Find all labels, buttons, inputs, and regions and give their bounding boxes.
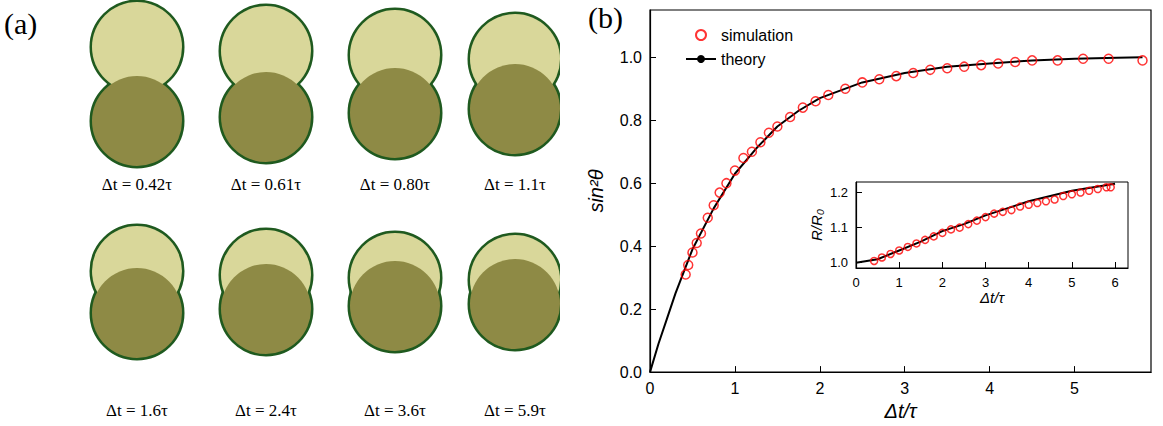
svg-text:Δt = 0.61τ: Δt = 0.61τ: [231, 175, 301, 194]
svg-text:R/R₀: R/R₀: [808, 209, 825, 241]
svg-text:sin²θ: sin²θ: [585, 169, 607, 212]
svg-text:3: 3: [982, 275, 989, 290]
svg-text:3: 3: [900, 380, 909, 397]
svg-text:Δt = 0.80τ: Δt = 0.80τ: [360, 175, 430, 194]
svg-text:5: 5: [1070, 380, 1079, 397]
svg-text:1.1: 1.1: [830, 220, 848, 235]
svg-text:0.0: 0.0: [620, 364, 642, 381]
svg-text:5: 5: [1068, 275, 1075, 290]
svg-text:simulation: simulation: [721, 27, 793, 44]
svg-text:2: 2: [815, 380, 824, 397]
svg-text:0.2: 0.2: [620, 301, 642, 318]
svg-text:1: 1: [896, 275, 903, 290]
svg-text:Δt/τ: Δt/τ: [883, 400, 918, 422]
svg-text:0: 0: [646, 380, 655, 397]
svg-text:1.0: 1.0: [830, 255, 848, 270]
svg-text:0.6: 0.6: [620, 175, 642, 192]
svg-text:(a): (a): [4, 7, 37, 41]
svg-text:0: 0: [852, 275, 859, 290]
svg-text:Δt = 0.42τ: Δt = 0.42τ: [102, 175, 172, 194]
svg-text:Δt/τ: Δt/τ: [979, 289, 1005, 306]
svg-text:4: 4: [985, 380, 994, 397]
svg-text:0.4: 0.4: [620, 238, 642, 255]
svg-text:2: 2: [939, 275, 946, 290]
svg-text:0.8: 0.8: [620, 112, 642, 129]
svg-text:theory: theory: [721, 51, 765, 68]
svg-text:1.0: 1.0: [620, 49, 642, 66]
svg-text:Δt = 1.6τ: Δt = 1.6τ: [106, 401, 168, 420]
svg-text:Δt = 1.1τ: Δt = 1.1τ: [484, 175, 546, 194]
svg-text:Δt = 5.9τ: Δt = 5.9τ: [484, 401, 546, 420]
svg-text:4: 4: [1025, 275, 1032, 290]
svg-text:(b): (b): [588, 1, 623, 35]
svg-text:Δt = 3.6τ: Δt = 3.6τ: [364, 401, 426, 420]
svg-text:1: 1: [730, 380, 739, 397]
svg-text:Δt = 2.4τ: Δt = 2.4τ: [235, 401, 297, 420]
svg-text:1.2: 1.2: [830, 185, 848, 200]
svg-text:6: 6: [1111, 275, 1118, 290]
